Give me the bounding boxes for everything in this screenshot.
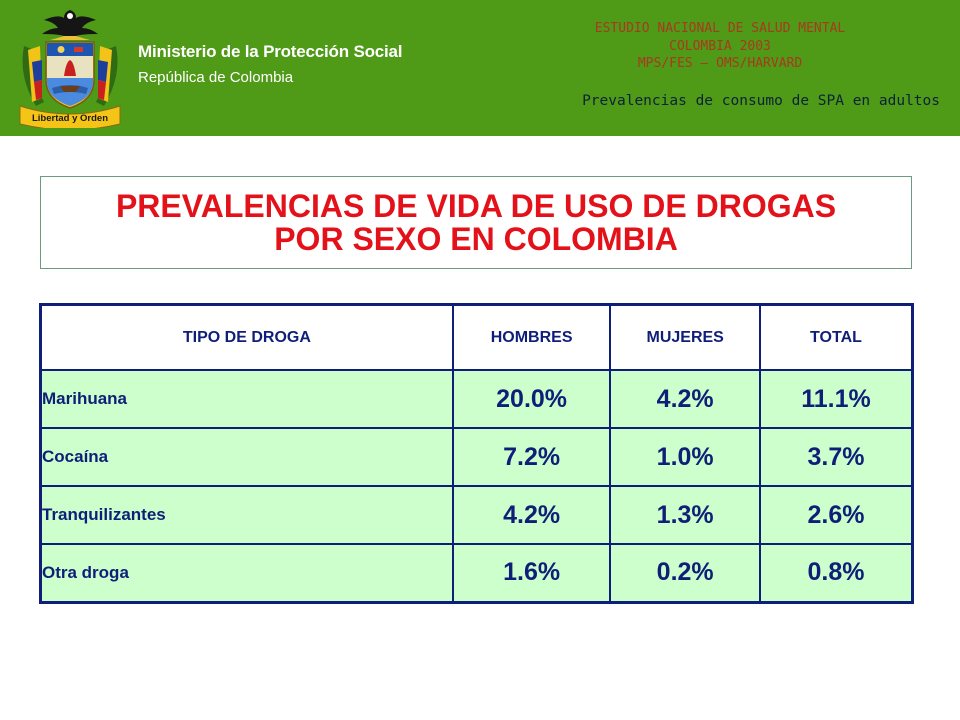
ministry-name: Ministerio de la Protección Social [138,42,403,61]
study-reference: ESTUDIO NACIONAL DE SALUD MENTAL COLOMBI… [520,20,920,73]
total-value-cell: 0.8% [758,543,914,603]
men-value-cell: 1.6% [451,543,612,603]
women-value-cell: 4.2% [609,369,761,429]
table-row: Cocaína 7.2% 1.0% 3.7% [39,427,914,487]
drug-name-cell: Marihuana [39,369,454,429]
study-line: COLOMBIA 2003 [669,38,771,54]
drug-name-cell: Cocaína [39,427,454,487]
table-row: Tranquilizantes 4.2% 1.3% 2.6% [39,485,914,545]
column-header-men: HOMBRES [451,303,612,371]
total-value-cell: 2.6% [758,485,914,545]
men-value-cell: 20.0% [451,369,612,429]
crest-motto: Libertad y Orden [32,113,108,124]
table-row: Otra droga 1.6% 0.2% 0.8% [39,543,914,603]
column-header-women: MUJERES [609,303,761,371]
section-subtitle: Prevalencias de consumo de SPA en adulto… [582,93,940,109]
total-value-cell: 11.1% [758,369,914,429]
prevalence-table: TIPO DE DROGA HOMBRES MUJERES TOTAL Mari… [39,303,914,604]
slide-title-line-1: PREVALENCIAS DE VIDA DE USO DE DROGAS [115,187,837,224]
total-value-cell: 3.7% [758,427,914,487]
women-value-cell: 1.3% [609,485,761,545]
header-bar: Libertad y Orden Ministerio de la Protec… [0,0,960,136]
women-value-cell: 1.0% [609,427,761,487]
study-line: ESTUDIO NACIONAL DE SALUD MENTAL [594,21,846,36]
men-value-cell: 4.2% [451,485,612,545]
column-header-total: TOTAL [758,303,914,371]
column-header-drug-type: TIPO DE DROGA [39,303,454,371]
table-header-row: TIPO DE DROGA HOMBRES MUJERES TOTAL [39,303,914,371]
women-value-cell: 0.2% [609,543,761,603]
slide-title-box: PREVALENCIAS DE VIDA DE USO DE DROGAS PO… [40,176,912,269]
study-line: MPS/FES – OMS/HARVARD [637,56,803,71]
colombia-coat-of-arms-logo: Libertad y Orden [14,6,126,128]
men-value-cell: 7.2% [451,427,612,487]
drug-name-cell: Tranquilizantes [39,485,454,545]
coat-of-arms-icon: Libertad y Orden [19,10,121,128]
drug-name-cell: Otra droga [39,543,454,603]
table-row: Marihuana 20.0% 4.2% 11.1% [39,369,914,429]
slide-title-line-2: POR SEXO EN COLOMBIA [274,220,678,257]
republic-name: República de Colombia [138,69,294,86]
